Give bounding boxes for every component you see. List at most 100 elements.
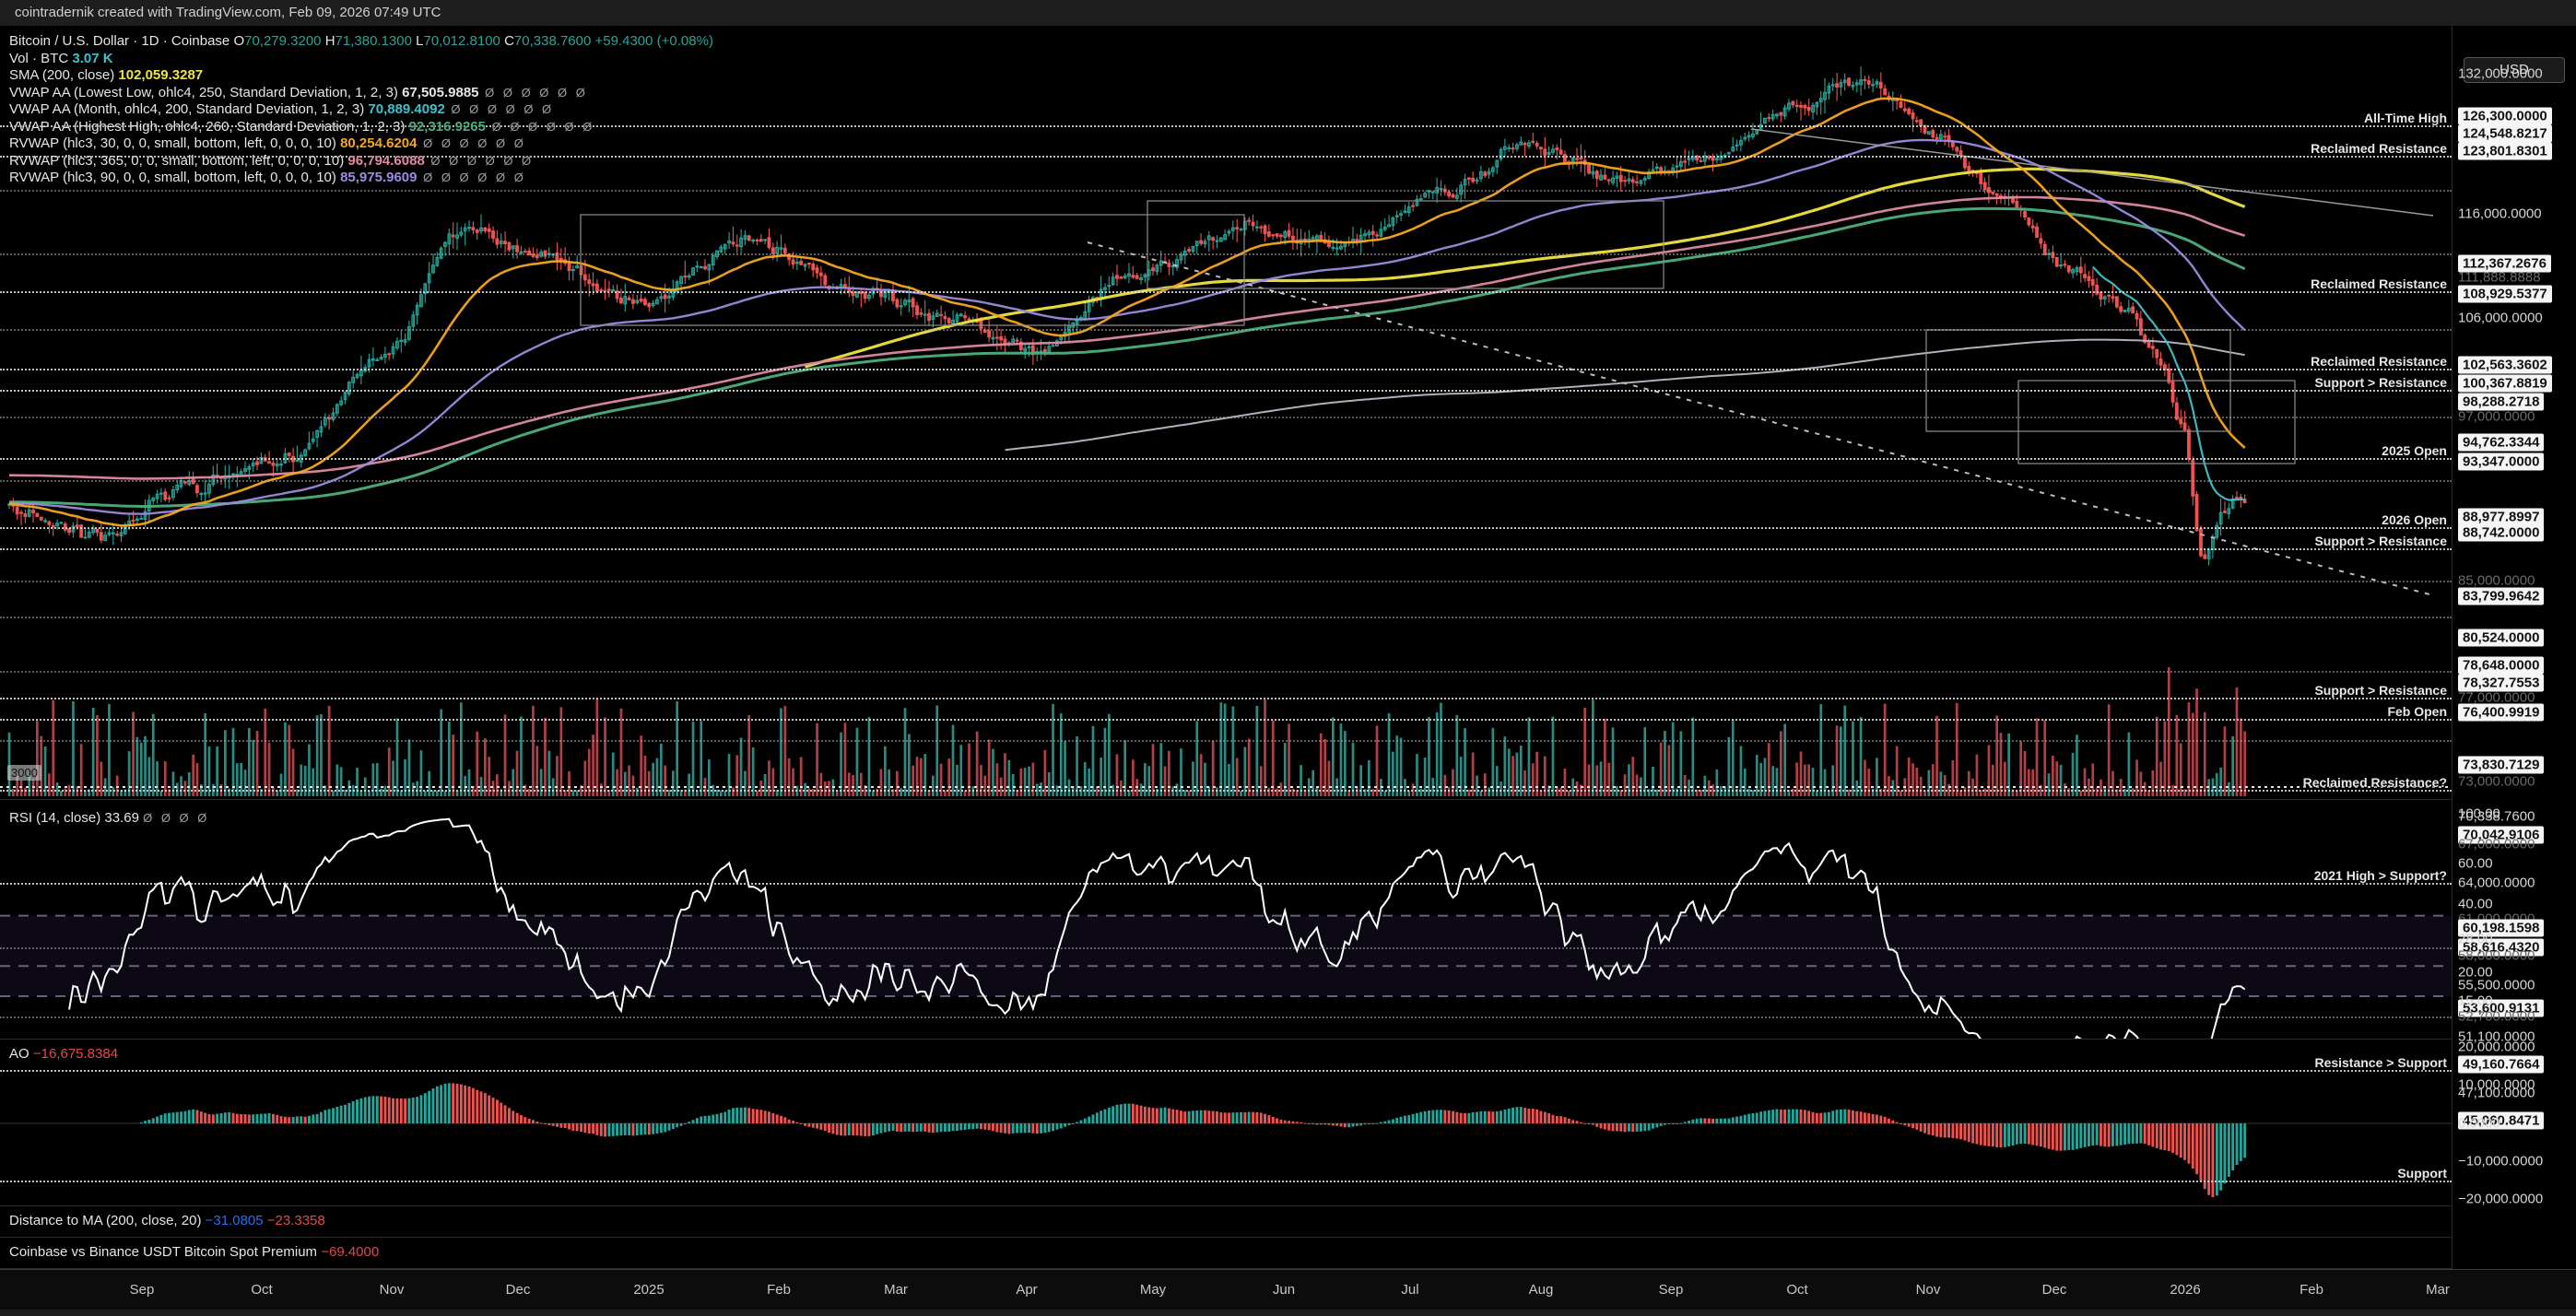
price-scale-tick: 124,548.8217 bbox=[2458, 124, 2552, 143]
price-level-label[interactable]: Support > Resistance bbox=[2314, 683, 2447, 698]
price-scale-main: 132,000.0000 126,300.0000 124,548.8217 123,… bbox=[2452, 26, 2576, 1130]
price-level-line[interactable] bbox=[0, 156, 2452, 158]
price-scale-tick: 102,563.3602 bbox=[2458, 356, 2552, 374]
price-level-line[interactable] bbox=[0, 617, 2452, 618]
ao-scale-tick: −10,000.0000 bbox=[2458, 1153, 2544, 1169]
price-level-label[interactable]: Feb Open bbox=[2387, 704, 2447, 719]
price-level-label[interactable]: Reclaimed Resistance bbox=[2311, 354, 2447, 369]
time-axis[interactable]: Sep Oct Nov Dec 2025 Feb Mar Apr May Jun Jul Aug Sep… bbox=[0, 1269, 2576, 1310]
rsi-pane[interactable] bbox=[0, 805, 2452, 1040]
price-level-label[interactable]: Resistance > Support bbox=[2314, 1055, 2447, 1070]
price-scale-tick: 60,198.1598 bbox=[2458, 919, 2545, 937]
spot-premium-pane[interactable] bbox=[0, 1239, 2452, 1269]
currency-chip[interactable]: USD bbox=[2464, 57, 2565, 83]
time-axis-tick: Apr bbox=[1016, 1282, 1038, 1298]
price-scale-tick: 45,060.8471 bbox=[2458, 1111, 2545, 1130]
rsi-legend[interactable]: RSI (14, close) 33.69 Ø Ø Ø Ø bbox=[9, 810, 209, 826]
price-level-line[interactable] bbox=[0, 369, 2452, 370]
time-axis-tick: Aug bbox=[1528, 1282, 1554, 1298]
rsi-scale-tick: 40.00 bbox=[2458, 896, 2493, 912]
price-level-line[interactable] bbox=[0, 458, 2452, 460]
price-level-line[interactable] bbox=[0, 417, 2452, 418]
time-axis-tick: Mar bbox=[2426, 1282, 2450, 1298]
rsi-scale-tick: 100.00 bbox=[2458, 805, 2500, 822]
ao-legend[interactable]: AO −16,675.8384 bbox=[9, 1046, 118, 1062]
price-level-line[interactable] bbox=[0, 698, 2452, 699]
price-scale-tick: 51,100.0000 bbox=[2458, 1028, 2535, 1045]
price-level-line[interactable] bbox=[0, 190, 2452, 192]
time-axis-tick: 2025 bbox=[633, 1282, 665, 1298]
spot-premium-legend[interactable]: Coinbase vs Binance USDT Bitcoin Spot Pr… bbox=[9, 1244, 379, 1260]
price-scale-tick: 116,000.0000 bbox=[2458, 206, 2542, 222]
ao-pane[interactable] bbox=[0, 1040, 2452, 1206]
price-scale-tick: 93,347.0000 bbox=[2458, 452, 2545, 471]
price-level-label[interactable]: Reclaimed Resistance? bbox=[2302, 775, 2447, 790]
price-level-line[interactable] bbox=[0, 527, 2452, 529]
price-level-label[interactable]: All-Time High bbox=[2364, 111, 2447, 125]
price-scale-tick: 55,500.0000 bbox=[2458, 977, 2535, 993]
price-level-line[interactable] bbox=[0, 390, 2452, 392]
rsi-eye-icons[interactable]: Ø Ø Ø Ø bbox=[143, 811, 210, 825]
price-level-line[interactable] bbox=[0, 671, 2452, 673]
attribution-bar: cointradernik created with TradingView.c… bbox=[0, 0, 2576, 26]
price-level-label[interactable]: Reclaimed Resistance bbox=[2311, 141, 2447, 156]
time-axis-tick: Feb bbox=[2300, 1282, 2323, 1298]
rsi-legend-value: 33.69 bbox=[104, 810, 139, 826]
price-level-line[interactable] bbox=[0, 947, 2452, 949]
rsi-plot bbox=[0, 817, 2452, 1039]
price-level-line[interactable] bbox=[0, 253, 2452, 255]
price-level-label[interactable]: 2021 High > Support? bbox=[2313, 868, 2447, 883]
price-scale-tick: 78,648.0000 bbox=[2458, 656, 2545, 675]
distance-to-ma-legend[interactable]: Distance to MA (200, close, 20) −31.0805… bbox=[9, 1213, 325, 1228]
price-level-line[interactable] bbox=[0, 1016, 2452, 1018]
time-axis-tick: Sep bbox=[129, 1282, 155, 1298]
price-scale-tick: 97,000.0000 bbox=[2458, 408, 2535, 425]
time-axis-tick: Sep bbox=[1658, 1282, 1684, 1298]
price-level-line[interactable] bbox=[0, 548, 2452, 550]
price-level-label[interactable]: Support > Resistance bbox=[2314, 375, 2447, 390]
time-axis-tick: Mar bbox=[884, 1282, 908, 1298]
price-scale-tick: 58,000.0000 bbox=[2458, 947, 2535, 964]
time-axis-tick: Feb bbox=[767, 1282, 791, 1298]
price-level-line[interactable] bbox=[0, 740, 2452, 742]
price-level-line[interactable] bbox=[0, 790, 2452, 792]
price-scale-tick: 53,600.9131 bbox=[2458, 999, 2545, 1016]
price-scale-tick: 100,367.8819 bbox=[2458, 374, 2552, 393]
price-level-label[interactable]: Support > Resistance bbox=[2314, 534, 2447, 548]
price-scale-tick: 94,762.3344 bbox=[2458, 433, 2545, 452]
price-level-line[interactable] bbox=[0, 719, 2452, 721]
time-axis-tick: Nov bbox=[1915, 1282, 1941, 1298]
price-scale-tick: 88,742.0000 bbox=[2458, 523, 2545, 542]
ao-scale-tick: 10,000.0000 bbox=[2458, 1076, 2535, 1093]
price-level-line[interactable] bbox=[0, 581, 2452, 582]
price-level-line[interactable] bbox=[0, 1070, 2452, 1072]
price-scale-tick: 52,700.0000 bbox=[2458, 1008, 2535, 1025]
price-level-line[interactable] bbox=[0, 125, 2452, 127]
price-scale-tick: 123,801.8301 bbox=[2458, 142, 2552, 160]
price-pane[interactable]: 3000 bbox=[0, 26, 2452, 800]
ao-scale-tick: 20,000.0000 bbox=[2458, 1039, 2535, 1055]
price-level-label[interactable]: 2025 Open bbox=[2382, 443, 2447, 458]
price-scale-tick: 77,000.0000 bbox=[2458, 689, 2535, 706]
rsi-legend-label: RSI (14, close) bbox=[9, 810, 101, 826]
price-level-line[interactable] bbox=[0, 883, 2452, 885]
price-scale-tick: 47,100.0000 bbox=[2458, 1085, 2535, 1101]
distance-to-ma-pane[interactable] bbox=[0, 1207, 2452, 1238]
price-level-line[interactable] bbox=[0, 329, 2452, 331]
price-level-label[interactable]: Support bbox=[2397, 1166, 2447, 1181]
price-scale-tick: 112,367.2676 bbox=[2458, 254, 2551, 273]
time-axis-tick: Jul bbox=[1401, 1282, 1419, 1298]
price-level-label[interactable]: 2026 Open bbox=[2382, 512, 2447, 527]
price-level-line[interactable] bbox=[0, 1181, 2452, 1182]
time-axis-tick: May bbox=[1139, 1282, 1167, 1298]
price-scale-tick: 67,000.0000 bbox=[2458, 836, 2535, 852]
price-level-label[interactable]: Reclaimed Resistance bbox=[2311, 276, 2447, 291]
price-scale-tick: 83,799.9642 bbox=[2458, 587, 2545, 605]
chart-area[interactable]: 3000 Bitcoin / U.S. Dollar · 1D · Coinba… bbox=[0, 26, 2576, 1316]
price-level-line[interactable] bbox=[0, 480, 2452, 482]
rsi-scale-tick: 60.00 bbox=[2458, 855, 2493, 872]
time-axis-tick: Nov bbox=[379, 1282, 405, 1298]
price-level-line[interactable] bbox=[0, 291, 2452, 293]
price-scale[interactable]: USD 132,000.0000 126,300.0000 124,548.8217… bbox=[2452, 26, 2576, 1269]
